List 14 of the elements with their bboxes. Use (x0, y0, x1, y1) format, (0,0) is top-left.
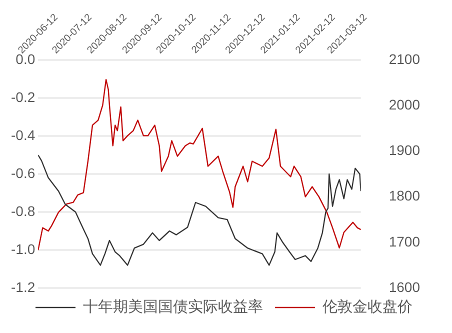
y-tick-label: -1.2 (11, 278, 36, 295)
y2-tick-label: 2100 (388, 50, 420, 67)
y-tick-label: -0.4 (11, 126, 36, 143)
legend-label: 伦敦金收盘价 (322, 298, 412, 316)
y2-tick-label: 1600 (388, 278, 420, 295)
y-tick-label: -0.8 (11, 202, 36, 219)
y-tick-label: -0.6 (11, 164, 36, 181)
y2-tick-label: 1900 (388, 142, 420, 158)
legend-label: 十年期美国国债实际收益率 (83, 298, 263, 316)
y-tick-label: -0.2 (11, 88, 36, 105)
y2-tick-label: 1800 (388, 188, 420, 204)
y2-tick-label: 2000 (388, 96, 420, 112)
y-tick-label: -1.0 (11, 240, 36, 257)
y2-tick-label: 1700 (388, 233, 420, 250)
